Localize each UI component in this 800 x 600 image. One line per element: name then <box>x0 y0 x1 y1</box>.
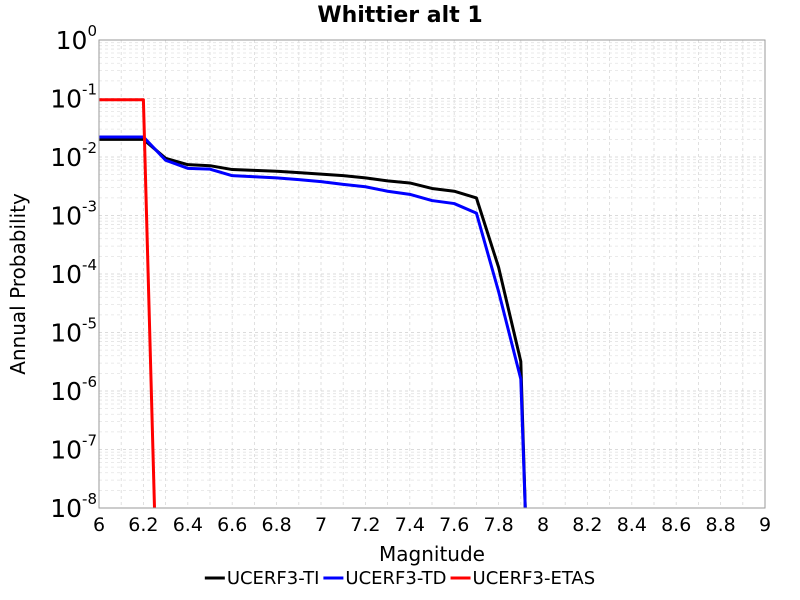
series-line <box>99 98 156 509</box>
legend-label: UCERF3-TI <box>227 568 320 589</box>
x-axis-ticks: 6 6.2 6.4 6.6 6.8 7 7.2 7.4 7.6 7.8 8 8.2 8.4 8.6 8.8 9 <box>93 514 771 536</box>
y-tick-label: 10-8 <box>50 490 97 523</box>
x-tick-label: 6.4 <box>173 514 203 536</box>
x-tick-label: 7.4 <box>395 514 425 536</box>
x-tick-label: 8.2 <box>572 514 602 536</box>
x-tick-label: 7.6 <box>439 514 469 536</box>
legend-label: UCERF3-ETAS <box>473 568 596 589</box>
plot-frame <box>98 39 766 509</box>
y-tick-label: 10-7 <box>50 432 97 465</box>
x-tick-label: 8.4 <box>617 514 647 536</box>
legend: UCERF3-TI UCERF3-TD UCERF3-ETAS <box>204 568 596 589</box>
x-tick-label: 6.8 <box>261 514 291 536</box>
x-tick-label: 8.6 <box>661 514 691 536</box>
chart-title: Whittier alt 1 <box>317 3 482 28</box>
series-line <box>99 135 527 509</box>
legend-label: UCERF3-TD <box>345 568 446 589</box>
y-axis-label: Annual Probability <box>6 193 30 375</box>
y-tick-label: 10-3 <box>50 198 97 231</box>
x-tick-label: 7.2 <box>350 514 380 536</box>
x-tick-label: 9 <box>759 514 771 536</box>
y-tick-label: 10-1 <box>50 81 97 114</box>
y-tick-label: 10-2 <box>50 139 97 172</box>
series-layer <box>99 98 527 509</box>
x-tick-label: 6.2 <box>128 514 158 536</box>
x-tick-label: 8 <box>537 514 549 536</box>
y-axis-ticks: 100 10-1 10-2 10-3 10-4 10-5 10-6 10-7 10-8 <box>50 22 97 523</box>
x-tick-label: 8.8 <box>705 514 735 536</box>
grid <box>98 40 766 509</box>
x-tick-label: 7.8 <box>483 514 513 536</box>
y-tick-label: 10-6 <box>50 373 97 406</box>
x-tick-label: 7 <box>315 514 327 536</box>
x-axis-label: Magnitude <box>379 542 485 566</box>
x-tick-label: 6 <box>93 514 105 536</box>
series-line <box>99 137 527 509</box>
x-tick-label: 6.6 <box>217 514 247 536</box>
y-tick-label: 10-4 <box>50 256 97 289</box>
y-tick-label: 100 <box>56 22 97 55</box>
y-tick-label: 10-5 <box>50 315 97 348</box>
